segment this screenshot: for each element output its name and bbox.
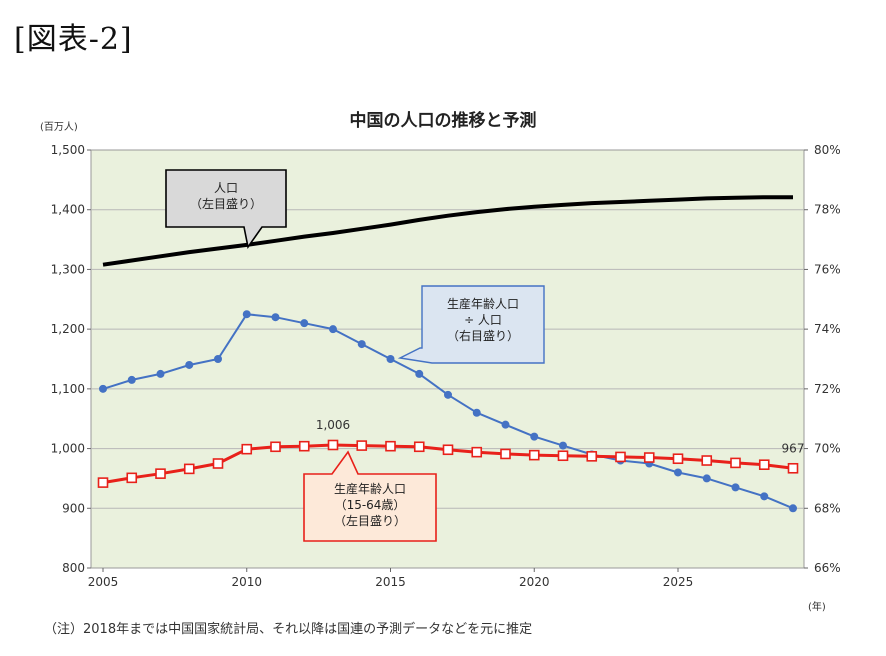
- data-point: [500, 448, 511, 460]
- data-point: [702, 474, 711, 483]
- left-tick-label: 900: [62, 501, 85, 515]
- data-point: [442, 444, 454, 456]
- data-point: [415, 369, 424, 378]
- data-point: [472, 408, 481, 417]
- left-tick-label: 1,000: [51, 442, 85, 456]
- left-tick-label: 1,300: [51, 262, 85, 276]
- data-point: [444, 390, 452, 399]
- annotation-layer: 1,006 967: [316, 418, 805, 455]
- data-point: [758, 459, 770, 470]
- left-tick-label: 1,400: [51, 203, 85, 217]
- data-label: 1,006: [316, 418, 350, 432]
- right-tick-label: 80%: [814, 143, 841, 157]
- data-point: [356, 440, 368, 451]
- data-point: [300, 319, 309, 328]
- data-point: [557, 450, 569, 462]
- data-point: [413, 441, 425, 453]
- data-point: [559, 441, 567, 450]
- data-point: [674, 468, 682, 477]
- data-point: [99, 384, 107, 393]
- data-point: [241, 443, 253, 455]
- callout-working-line2: （15-64歳）: [334, 498, 406, 512]
- data-point: [530, 432, 539, 441]
- callout-working: 生産年齢人口 （15-64歳） （左目盛り）: [306, 481, 434, 529]
- x-tick-label: 2005: [88, 575, 119, 589]
- right-tick-label: 76%: [814, 262, 841, 276]
- data-point: [156, 369, 165, 378]
- data-point: [126, 472, 138, 484]
- callout-working-shape: [303, 450, 437, 542]
- data-point: [789, 504, 797, 513]
- right-tick-label: 70%: [814, 442, 841, 456]
- data-point: [643, 452, 655, 463]
- data-point: [357, 340, 366, 349]
- callout-ratio-line2: ÷ 人口: [464, 313, 502, 327]
- data-point: [329, 325, 337, 334]
- figure-label: [図表-2]: [14, 22, 133, 57]
- x-tick-label: 2015: [375, 575, 406, 589]
- callout-ratio-line1: 生産年齢人口: [446, 297, 519, 311]
- data-point: [327, 439, 339, 451]
- data-point: [586, 451, 598, 462]
- series-layer: [97, 195, 799, 513]
- source-note: （注）2018年までは中国国家統計局、それ以降は国連の予測データなどを元に推定: [44, 622, 533, 637]
- callout-population: 人口 （左目盛り）: [168, 180, 284, 212]
- right-tick-label: 66%: [814, 561, 841, 575]
- chart-title: 中国の人口の推移と予測: [349, 111, 537, 131]
- data-point: [385, 440, 396, 452]
- data-point: [528, 449, 540, 461]
- data-point: [183, 463, 195, 475]
- data-point: [501, 420, 510, 429]
- data-point: [701, 455, 713, 466]
- left-axis-unit: (百万人): [40, 121, 78, 133]
- callout-ratio-shape: [397, 285, 545, 364]
- data-point: [214, 355, 222, 363]
- data-point: [787, 462, 799, 474]
- data-point: [97, 477, 109, 488]
- data-point: [212, 458, 224, 469]
- x-axis-unit: (年): [808, 600, 826, 613]
- data-label: 967: [782, 441, 805, 455]
- data-point: [271, 313, 280, 322]
- axes: 800 900 1,000 1,100 1,200 1,300 1,400 1,500 66% 6…: [51, 143, 841, 589]
- callout-working-line3: （左目盛り）: [333, 514, 406, 528]
- callout-ratio-line3: （右目盛り）: [446, 329, 519, 343]
- left-tick-label: 800: [62, 561, 85, 575]
- callout-shapes: [165, 169, 545, 542]
- callout-population-line1: 人口: [213, 181, 238, 195]
- left-tick-label: 1,100: [51, 382, 85, 396]
- data-point: [471, 446, 483, 458]
- data-point: [185, 360, 194, 369]
- right-tick-label: 72%: [814, 382, 841, 396]
- data-point: [386, 355, 395, 363]
- series-line-0: [102, 195, 793, 267]
- left-tick-label: 1,200: [51, 322, 85, 336]
- left-tick-label: 1,500: [51, 143, 85, 157]
- callout-population-line2: （左目盛り）: [189, 197, 262, 211]
- data-point: [127, 375, 136, 384]
- data-point: [242, 310, 251, 319]
- data-point: [730, 457, 741, 469]
- right-tick-label: 74%: [814, 322, 841, 336]
- data-point: [731, 483, 740, 492]
- data-point: [155, 468, 166, 479]
- data-point: [270, 441, 281, 453]
- right-tick-label: 78%: [814, 203, 841, 217]
- data-point: [672, 453, 684, 465]
- data-point: [298, 440, 310, 452]
- right-tick-label: 68%: [814, 501, 841, 515]
- x-tick-label: 2025: [663, 575, 694, 589]
- x-tick-label: 2020: [519, 575, 550, 589]
- data-point: [760, 492, 769, 501]
- callout-population-shape: [165, 169, 287, 249]
- callout-ratio: 生産年齢人口 ÷ 人口 （右目盛り）: [424, 296, 542, 344]
- x-tick-label: 2010: [231, 575, 262, 589]
- data-point: [615, 451, 626, 463]
- callout-working-line1: 生産年齢人口: [333, 482, 406, 496]
